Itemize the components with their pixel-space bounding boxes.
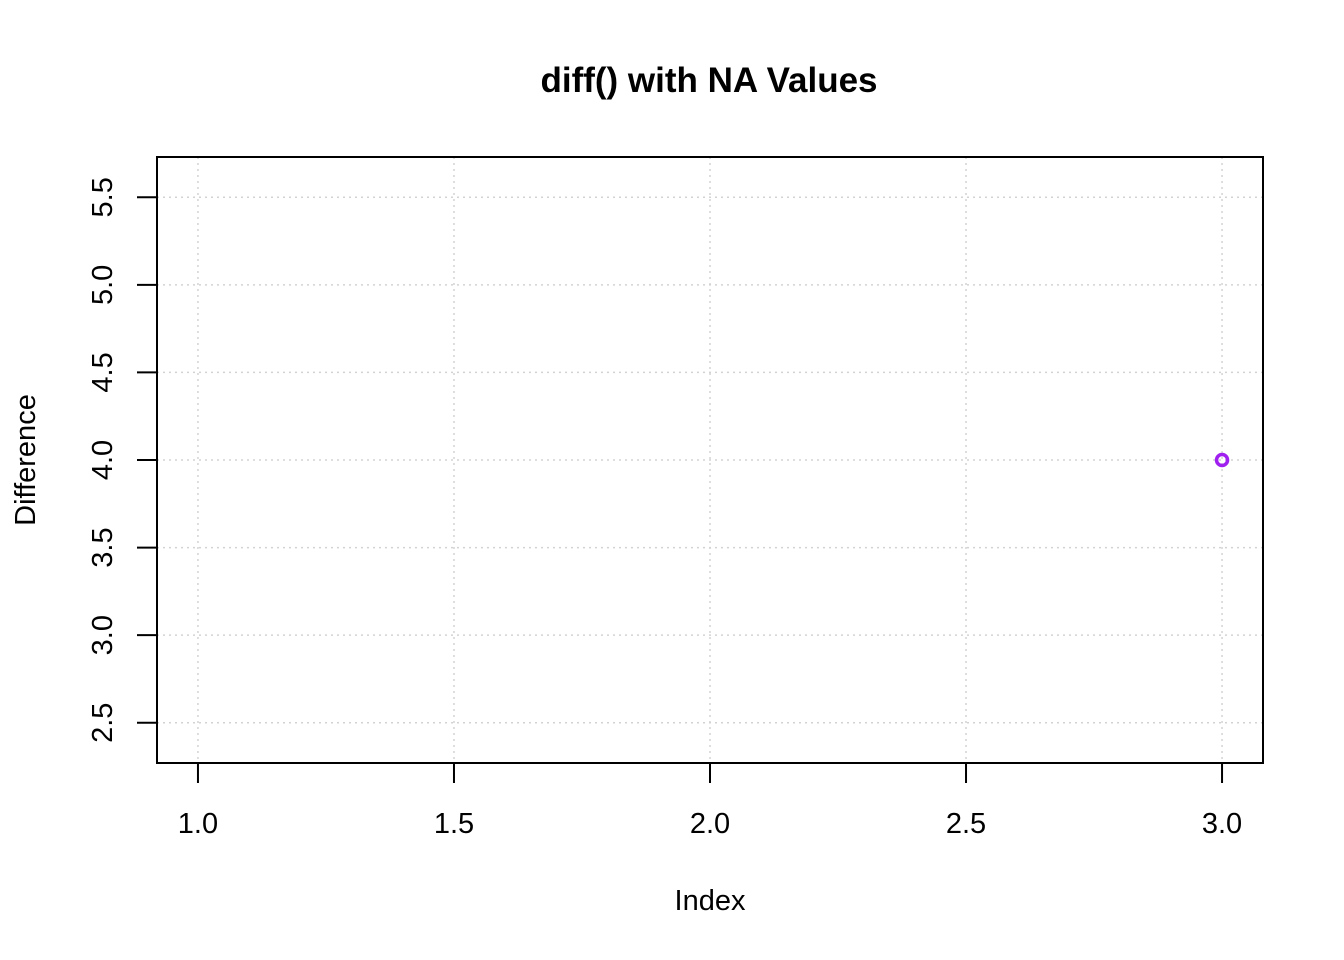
y-axis: 2.5 3.0 3.5 4.0 4.5 5.0 5.5 bbox=[87, 177, 157, 743]
y-tick-label: 5.5 bbox=[87, 177, 119, 217]
data-points bbox=[1214, 452, 1230, 468]
data-point bbox=[1214, 452, 1230, 468]
y-tick-label: 4.0 bbox=[87, 440, 119, 480]
x-tick-label: 3.0 bbox=[1202, 808, 1242, 840]
x-axis: 1.0 1.5 2.0 2.5 3.0 bbox=[178, 763, 1242, 840]
chart-title: diff() with NA Values bbox=[540, 61, 877, 100]
y-tick-label: 2.5 bbox=[87, 703, 119, 743]
x-tick-label: 2.0 bbox=[690, 808, 730, 840]
y-tick-label: 5.0 bbox=[87, 265, 119, 305]
grid bbox=[157, 157, 1263, 763]
x-tick-label: 2.5 bbox=[946, 808, 986, 840]
x-tick-label: 1.0 bbox=[178, 808, 218, 840]
y-tick-label: 3.0 bbox=[87, 615, 119, 655]
y-tick-label: 3.5 bbox=[87, 527, 119, 567]
x-tick-label: 1.5 bbox=[434, 808, 474, 840]
y-axis-label: Difference bbox=[10, 394, 42, 526]
y-tick-label: 4.5 bbox=[87, 352, 119, 392]
x-axis-label: Index bbox=[675, 885, 746, 917]
